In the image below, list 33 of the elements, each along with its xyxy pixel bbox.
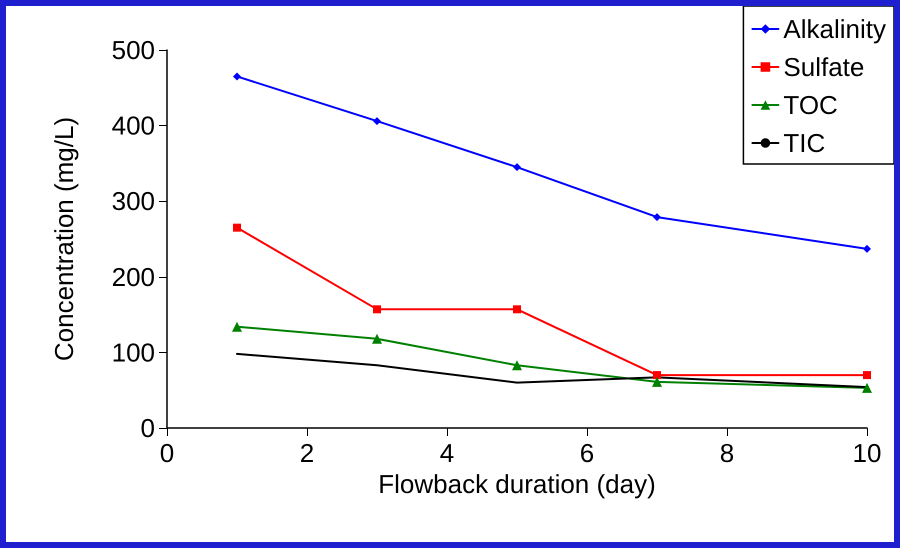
point	[653, 371, 661, 380]
y-tick-label: 500	[112, 35, 155, 65]
x-tick-label: 10	[852, 438, 882, 468]
x-tick-label: 2	[300, 438, 314, 468]
legend-label: Alkalinity	[783, 14, 886, 44]
point	[232, 322, 242, 332]
y-axis-title: Concentration (mg/L)	[49, 116, 79, 362]
legend-label: TOC	[783, 90, 838, 120]
point	[372, 334, 382, 344]
point	[373, 305, 381, 314]
point	[512, 360, 522, 370]
point	[863, 371, 871, 380]
x-tick-label: 6	[580, 438, 594, 468]
x-tick-label: 0	[160, 438, 174, 468]
point	[863, 244, 871, 253]
y-tick-label: 100	[112, 337, 155, 368]
point	[513, 305, 521, 314]
y-tick-label: 300	[112, 186, 155, 216]
y-tick-label: 400	[112, 110, 155, 141]
x-tick-label: 4	[440, 438, 454, 468]
point	[513, 163, 521, 172]
point	[862, 382, 872, 393]
point	[652, 376, 662, 387]
point	[233, 72, 241, 80]
point	[373, 117, 381, 126]
legend-label: TIC	[783, 128, 826, 158]
legend-label: Sulfate	[783, 52, 864, 82]
point	[653, 213, 661, 222]
y-tick-label: 0	[140, 413, 155, 443]
x-axis-title: Flowback duration (day)	[378, 468, 656, 499]
point	[233, 224, 241, 232]
y-tick-label: 200	[112, 262, 155, 292]
x-tick-label: 8	[720, 438, 734, 468]
